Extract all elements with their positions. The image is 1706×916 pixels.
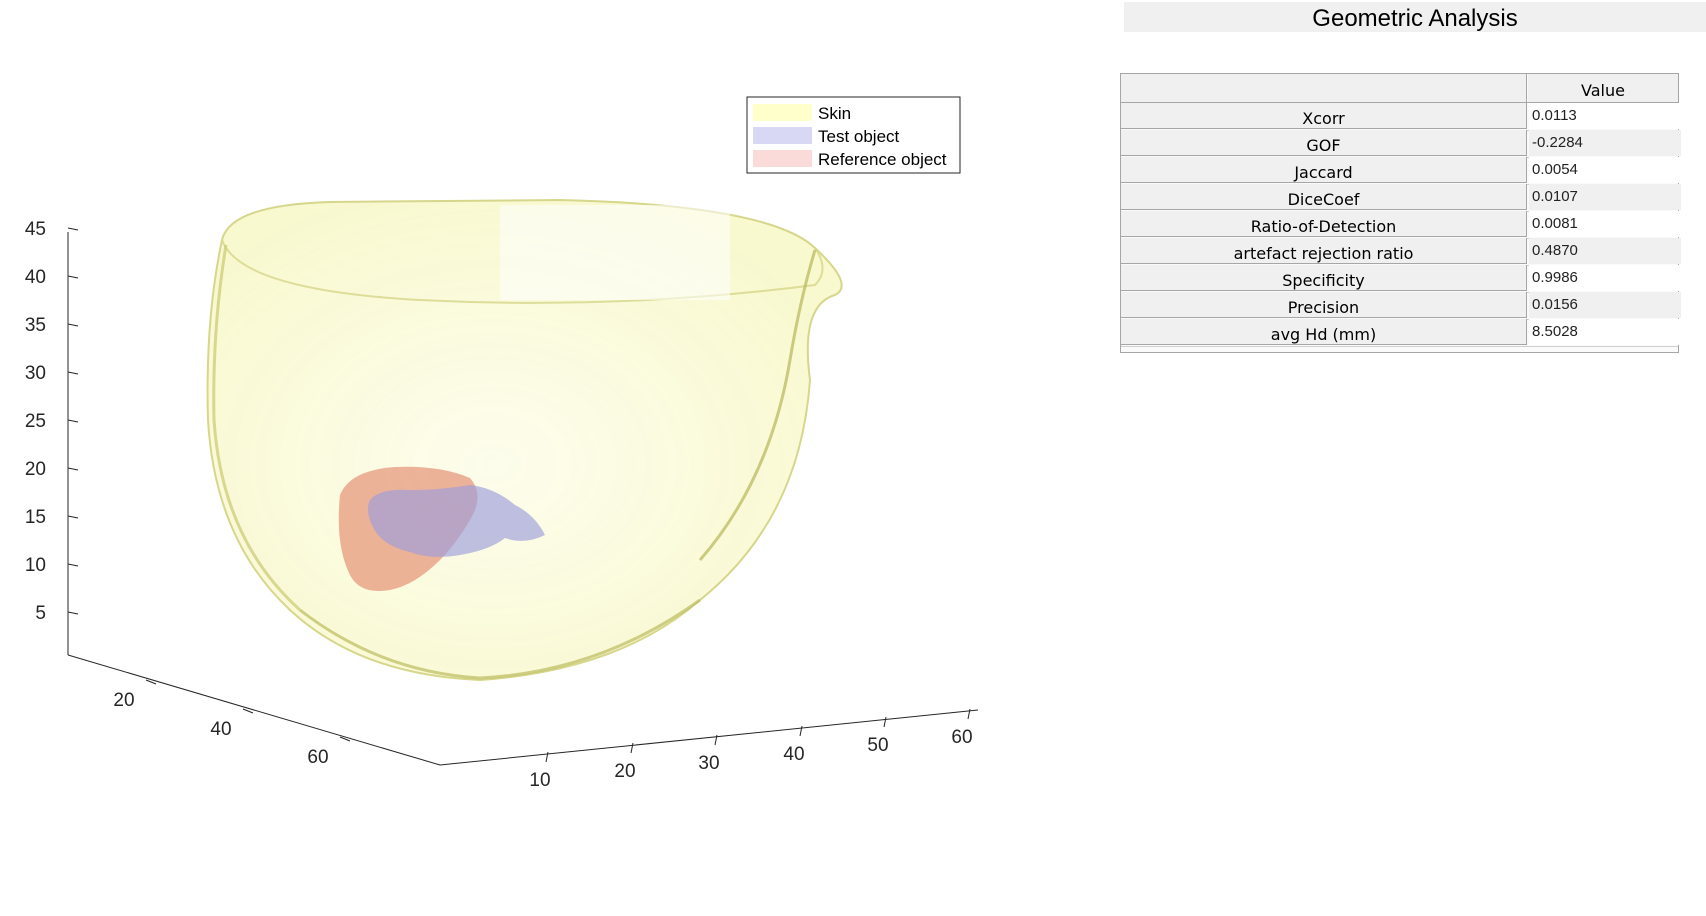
x-tick-labels: 10 20 30 40 50 60 (529, 727, 972, 791)
value-cell[interactable]: -0.2284 (1529, 130, 1681, 156)
row-name-cell: Ratio-of-Detection (1121, 211, 1527, 237)
test-object-surface (367, 485, 545, 557)
z-tick-mark (67, 467, 79, 471)
z-tick-mark (67, 419, 79, 423)
row-name-cell: GOF (1121, 130, 1527, 156)
z-tick-mark (67, 227, 79, 231)
value-cell[interactable]: 0.0107 (1529, 184, 1681, 210)
row-name-cell: Precision (1121, 292, 1527, 318)
x-tick-mark (883, 716, 887, 728)
z-tick-label: 10 (25, 555, 46, 576)
table-row[interactable]: Xcorr 0.0113 (1121, 103, 1681, 131)
column-header-value: Value (1528, 74, 1678, 102)
legend-item-reference-object[interactable]: Reference object (753, 150, 947, 169)
table-row[interactable]: DiceCoef 0.0107 (1121, 184, 1681, 212)
z-tick-marks (67, 227, 79, 615)
z-tick-label: 25 (25, 411, 46, 432)
skin-rim (221, 239, 824, 304)
y-tick-labels: 20 40 60 (113, 690, 328, 768)
x-tick-label: 50 (867, 735, 888, 756)
legend-swatch (753, 104, 812, 121)
z-tick-mark (67, 323, 79, 327)
value-cell[interactable]: 0.0156 (1529, 292, 1681, 318)
z-tick-mark (67, 371, 79, 375)
legend-item-test-object[interactable]: Test object (753, 127, 900, 146)
z-tick-label: 20 (25, 459, 46, 480)
skin-surface (206, 198, 843, 682)
x-tick-mark (799, 725, 803, 737)
z-tick-mark (67, 611, 79, 615)
skin-bottom-edge (299, 598, 701, 680)
legend-swatch (753, 127, 812, 144)
x-tick-mark (630, 742, 634, 754)
skin-highlight (500, 205, 730, 300)
value-cell[interactable]: 0.0081 (1529, 211, 1681, 237)
z-tick-labels: 45 40 35 30 25 20 15 10 5 (25, 219, 46, 624)
row-name-cell: avg Hd (mm) (1121, 319, 1527, 345)
value-cell[interactable]: 0.4870 (1529, 238, 1681, 264)
y-tick-label: 60 (307, 747, 328, 768)
row-name-cell: Jaccard (1121, 157, 1527, 183)
legend-label: Reference object (818, 150, 947, 169)
legend[interactable]: Skin Test object Reference object (746, 96, 961, 174)
row-name-cell: DiceCoef (1121, 184, 1527, 210)
value-cell[interactable]: 0.0054 (1529, 157, 1681, 183)
z-tick-label: 35 (25, 315, 46, 336)
x-axis-line (439, 709, 979, 766)
x-tick-label: 60 (951, 727, 972, 748)
legend-label: Test object (818, 127, 900, 146)
table-row[interactable]: Ratio-of-Detection 0.0081 (1121, 211, 1681, 239)
y-tick-mark (339, 736, 351, 742)
legend-label: Skin (818, 104, 851, 123)
row-header-corner (1121, 74, 1527, 102)
x-tick-mark (967, 708, 971, 720)
axes (67, 227, 979, 766)
y-tick-label: 40 (210, 719, 231, 740)
x-tick-mark (545, 751, 549, 763)
table-row[interactable]: avg Hd (mm) 8.5028 (1121, 319, 1681, 347)
y-tick-mark (242, 708, 254, 714)
3d-surface-plot[interactable]: 45 40 35 30 25 20 15 10 5 20 40 60 10 20 30 40 50 60 Sk… (0, 0, 1000, 916)
table-row[interactable]: GOF -0.2284 (1121, 130, 1681, 158)
table-row[interactable]: artefact rejection ratio 0.4870 (1121, 238, 1681, 266)
z-tick-mark (67, 275, 79, 279)
y-tick-label: 20 (113, 690, 134, 711)
z-tick-label: 30 (25, 363, 46, 384)
x-tick-marks (545, 708, 971, 763)
skin-right-edge (698, 249, 817, 561)
table-row[interactable]: Jaccard 0.0054 (1121, 157, 1681, 185)
3d-plot-area[interactable]: 45 40 35 30 25 20 15 10 5 20 40 60 10 20 30 40 50 60 Sk… (0, 0, 1000, 916)
z-tick-mark (67, 515, 79, 519)
x-tick-label: 10 (529, 770, 550, 791)
value-cell[interactable]: 0.9986 (1529, 265, 1681, 291)
panel-title: Geometric Analysis (1124, 2, 1706, 32)
table-row[interactable]: Specificity 0.9986 (1121, 265, 1681, 293)
table-row[interactable]: Precision 0.0156 (1121, 292, 1681, 320)
skin-left-edge (212, 244, 302, 612)
legend-swatch (753, 150, 812, 167)
value-cell[interactable]: 0.0113 (1529, 103, 1681, 129)
z-tick-label: 5 (35, 603, 46, 624)
x-tick-label: 30 (698, 753, 719, 774)
z-tick-mark (67, 563, 79, 567)
value-cell[interactable]: 8.5028 (1529, 319, 1681, 345)
z-tick-label: 45 (25, 219, 46, 240)
row-name-cell: Specificity (1121, 265, 1527, 291)
y-axis-line (67, 654, 441, 766)
metrics-table[interactable]: Value Xcorr 0.0113 GOF -0.2284 Jaccard 0.0054… (1120, 73, 1681, 353)
legend-item-skin[interactable]: Skin (753, 104, 851, 123)
y-tick-marks (145, 679, 351, 742)
x-tick-mark (714, 734, 718, 746)
x-tick-label: 40 (783, 744, 804, 765)
row-name-cell: Xcorr (1121, 103, 1527, 129)
table-header-row: Value (1121, 74, 1678, 103)
row-name-cell: artefact rejection ratio (1121, 238, 1527, 264)
x-tick-label: 20 (614, 761, 635, 782)
z-tick-label: 40 (25, 267, 46, 288)
z-tick-label: 15 (25, 507, 46, 528)
y-tick-mark (145, 679, 157, 685)
